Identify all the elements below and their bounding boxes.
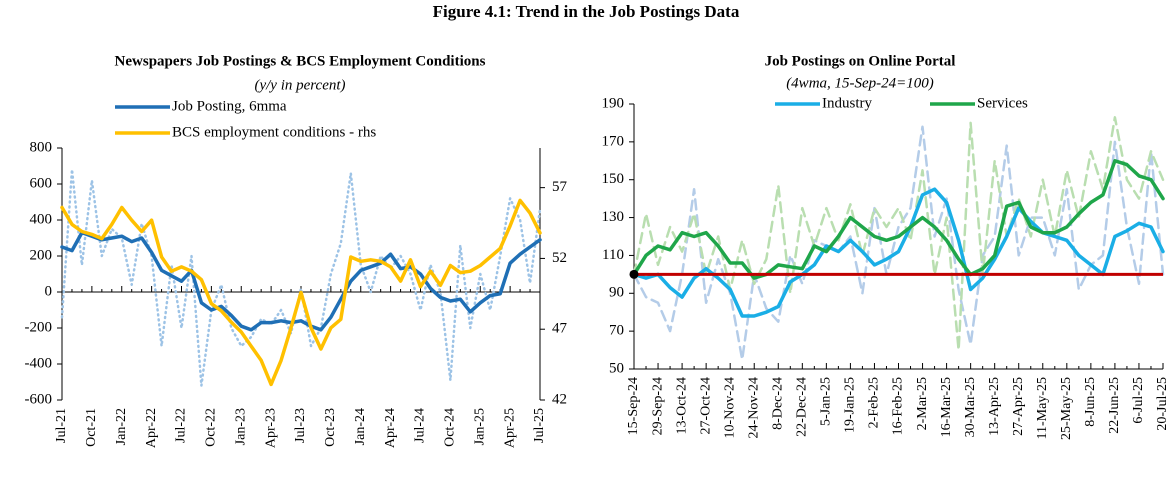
y-tick-label: 90 xyxy=(609,285,624,301)
y2-tick-label: 42 xyxy=(552,391,567,407)
x-tick-label: 30-Mar-25 xyxy=(963,377,978,437)
x-tick-label: 6-Jul-25 xyxy=(1131,377,1146,424)
x-tick-label: Jul-25 xyxy=(532,408,547,443)
x-tick-label: 27-Oct-24 xyxy=(698,377,713,435)
x-tick-label: 22-Dec-24 xyxy=(795,377,810,437)
x-tick-label: Apr-24 xyxy=(383,408,398,448)
x-tick-label: Jan-24 xyxy=(353,408,368,445)
x-tick-label: 15-Sep-24 xyxy=(626,377,641,435)
y-tick-label: 200 xyxy=(30,247,53,263)
y-tick-label: 150 xyxy=(602,171,625,187)
x-tick-label: Apr-25 xyxy=(502,408,517,448)
x-tick-label: 2-Mar-25 xyxy=(915,377,930,430)
y-tick-label: 110 xyxy=(602,247,624,263)
x-tick-label: Jul-22 xyxy=(174,408,189,443)
x-tick-label: Apr-22 xyxy=(144,408,159,448)
x-tick-label: Oct-21 xyxy=(84,408,99,447)
x-tick-label: 13-Oct-24 xyxy=(674,377,689,435)
x-tick-label: 22-Jun-25 xyxy=(1107,377,1122,434)
y2-tick-label: 57 xyxy=(552,179,568,195)
y-tick-label: -400 xyxy=(25,355,53,371)
y2-tick-label: 52 xyxy=(552,250,567,266)
y-tick-label: 800 xyxy=(30,139,53,155)
series-line xyxy=(632,159,1165,280)
series-line xyxy=(60,168,542,387)
y-tick-label: 0 xyxy=(45,283,53,299)
series-line xyxy=(60,230,542,332)
y-tick-label: -200 xyxy=(25,319,53,335)
x-tick-label: Oct-22 xyxy=(204,408,219,447)
chart-subtitle: (y/y in percent) xyxy=(254,77,345,93)
legend-label: Job Posting, 6mma xyxy=(172,98,287,114)
chart-title: Newspapers Job Postings & BCS Employment… xyxy=(115,53,486,69)
legend-label: BCS employment conditions - rhs xyxy=(172,124,376,140)
x-tick-label: 20-Jul-25 xyxy=(1155,377,1170,431)
x-tick-label: Jan-23 xyxy=(233,408,248,445)
x-tick-label: 16-Feb-25 xyxy=(891,377,906,435)
x-tick-label: Jul-21 xyxy=(54,408,69,443)
chart-title: Job Postings on Online Portal xyxy=(765,53,956,69)
x-tick-label: Jan-25 xyxy=(472,408,487,445)
reference-point xyxy=(629,269,639,279)
y-tick-label: 600 xyxy=(30,175,53,191)
y-tick-label: 130 xyxy=(602,209,625,225)
y-tick-label: 50 xyxy=(609,360,624,376)
x-tick-label: 2-Feb-25 xyxy=(867,377,882,428)
x-tick-label: 13-Apr-25 xyxy=(987,377,1002,436)
series-line xyxy=(60,198,542,387)
x-tick-label: 24-Nov-24 xyxy=(746,377,761,438)
y-tick-label: 190 xyxy=(602,95,625,111)
legend-label: Industry xyxy=(822,95,872,111)
x-tick-label: 5-Jan-25 xyxy=(819,377,834,426)
x-tick-label: Jul-23 xyxy=(293,408,308,443)
chart-subtitle: (4wma, 15-Sep-24=100) xyxy=(786,75,934,91)
x-tick-label: 16-Mar-25 xyxy=(939,377,954,437)
y-tick-label: 170 xyxy=(602,133,625,149)
x-tick-label: 8-Dec-24 xyxy=(770,377,785,430)
series-line xyxy=(632,116,1165,352)
figure-title: Figure 4.1: Trend in the Job Postings Da… xyxy=(433,2,740,21)
legend-label: Services xyxy=(977,95,1028,111)
x-tick-label: Oct-24 xyxy=(443,408,458,447)
x-tick-label: 25-May-25 xyxy=(1059,377,1074,440)
y-tick-label: 400 xyxy=(30,211,53,227)
x-tick-label: 29-Sep-24 xyxy=(650,377,665,435)
series-line xyxy=(632,187,1165,318)
x-tick-label: 8-Jun-25 xyxy=(1083,377,1098,427)
x-tick-label: Apr-23 xyxy=(263,408,278,448)
x-tick-label: 19-Jan-25 xyxy=(843,377,858,433)
x-tick-label: 27-Apr-25 xyxy=(1011,377,1026,436)
x-tick-label: Jul-24 xyxy=(413,408,428,443)
y-tick-label: 70 xyxy=(609,323,624,339)
y2-tick-label: 47 xyxy=(552,321,568,337)
y-tick-label: -600 xyxy=(25,391,53,407)
series-line xyxy=(632,125,1165,361)
x-tick-label: 10-Nov-24 xyxy=(722,377,737,438)
x-tick-label: Oct-23 xyxy=(323,408,338,447)
x-tick-label: 11-May-25 xyxy=(1035,377,1050,439)
x-tick-label: Jan-22 xyxy=(114,408,129,445)
